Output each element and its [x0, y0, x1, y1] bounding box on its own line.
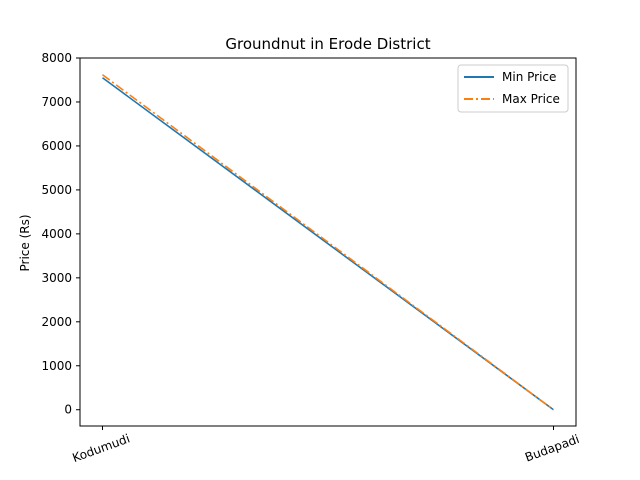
series-lines — [102, 74, 554, 411]
x-tick-label: Kodumudi — [71, 431, 132, 465]
y-tick-label: 5000 — [41, 183, 72, 197]
x-axis-ticks: Kodumudi Budapadi — [71, 426, 581, 465]
legend: Min Price Max Price — [457, 64, 569, 113]
legend-label-min-price: Min Price — [502, 70, 556, 84]
y-axis-label: Price (Rs) — [18, 214, 32, 271]
y-tick-label: 7000 — [41, 95, 72, 109]
x-tick-label: Budapadi — [523, 432, 581, 465]
plot-frame — [79, 57, 577, 427]
y-tick-label: 0 — [64, 403, 72, 417]
y-tick-label: 3000 — [41, 271, 72, 285]
y-axis-ticks: 0 1000 2000 3000 4000 5000 6000 7000 8000 — [41, 51, 80, 417]
chart-title: Groundnut in Erode District — [225, 35, 430, 53]
series-line-max-price — [102, 74, 554, 411]
y-tick-label: 2000 — [41, 315, 72, 329]
y-tick-label: 4000 — [41, 227, 72, 241]
y-tick-label: 6000 — [41, 139, 72, 153]
series-line-min-price — [102, 77, 554, 411]
legend-label-max-price: Max Price — [502, 92, 560, 106]
y-tick-label: 1000 — [41, 359, 72, 373]
y-tick-label: 8000 — [41, 51, 72, 65]
